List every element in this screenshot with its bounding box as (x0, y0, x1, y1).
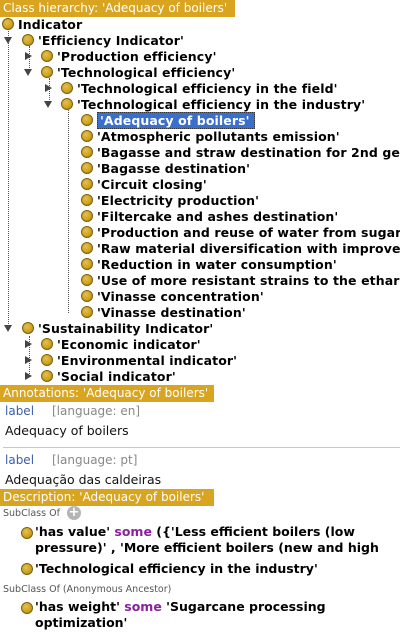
tree-node-production-efficiency[interactable]: 'Production efficiency' (41, 48, 217, 64)
tree-node-social-indicator[interactable]: 'Social indicator' (41, 368, 176, 384)
subclass-of-heading: SubClass Of (3, 508, 60, 519)
subclass-axiom-has-weight[interactable]: 'has weight' some 'Sugarcane processing … (35, 599, 326, 630)
tree-node[interactable]: 'Atmospheric pollutants emission' (81, 128, 340, 144)
subclass-axiom-tech-industry[interactable]: 'Technological efficiency in the industr… (35, 561, 318, 576)
class-icon (81, 146, 93, 158)
class-icon (22, 34, 34, 46)
annotation-label[interactable]: label (5, 453, 35, 467)
tree-node-tech-industry[interactable]: 'Technological efficiency in the industr… (61, 96, 365, 112)
tree-node[interactable]: 'Reduction in water consumption' (81, 256, 337, 272)
class-icon (81, 258, 93, 270)
class-icon (2, 18, 14, 30)
class-icon (21, 563, 33, 575)
class-icon (81, 162, 93, 174)
class-icon (81, 130, 93, 142)
class-icon (22, 322, 34, 334)
annotation-value[interactable]: Adequação das caldeiras (5, 472, 162, 487)
class-icon (81, 194, 93, 206)
tree-node-technological-efficiency[interactable]: 'Technological efficiency' (41, 64, 235, 80)
class-icon (61, 82, 73, 94)
expand-toggle-icon[interactable] (45, 84, 52, 92)
annotations-header: Annotations: 'Adequacy of boilers' (0, 385, 214, 402)
tree-line (8, 26, 9, 328)
annotation-value[interactable]: Adequacy of boilers (5, 423, 129, 438)
class-icon (81, 114, 93, 126)
expand-toggle-icon[interactable] (25, 52, 32, 60)
class-icon (81, 306, 93, 318)
tree-node[interactable]: 'Bagasse destination' (81, 160, 250, 176)
expand-toggle-icon[interactable] (25, 356, 32, 364)
tree-line (68, 110, 69, 313)
class-icon (81, 274, 93, 286)
tree-node-efficiency-indicator[interactable]: 'Efficiency Indicator' (22, 32, 184, 48)
class-hierarchy-header: Class hierarchy: 'Adequacy of boilers' (0, 0, 235, 17)
class-icon (41, 50, 53, 62)
annotation-divider (3, 447, 400, 448)
class-icon (41, 338, 53, 350)
tree-node-environmental-indicator[interactable]: 'Environmental indicator' (41, 352, 237, 368)
subclass-anon-heading: SubClass Of (Anonymous Ancestor) (3, 584, 172, 595)
class-icon (81, 178, 93, 190)
tree-node-indicator[interactable]: Indicator (2, 16, 82, 32)
description-header: Description: 'Adequacy of boilers' (0, 489, 214, 506)
class-icon (81, 290, 93, 302)
class-icon (21, 602, 33, 614)
tree-node[interactable]: 'Use of more resistant strains to the et… (81, 272, 400, 288)
tree-node[interactable]: 'Bagasse and straw destination for 2nd g… (81, 144, 400, 160)
subclass-axiom-has-value[interactable]: 'has value' some ({'Less efficient boile… (35, 524, 379, 555)
annotation-label[interactable]: label (5, 404, 35, 418)
tree-node[interactable]: 'Production and reuse of water from suga… (81, 224, 400, 240)
class-icon (61, 98, 73, 110)
collapse-toggle-icon[interactable] (24, 69, 32, 76)
tree-node[interactable]: 'Circuit closing' (81, 176, 207, 192)
tree-node[interactable]: 'Vinasse concentration' (81, 288, 264, 304)
tree-node-adequacy-of-boilers[interactable]: 'Adequacy of boilers' (81, 111, 255, 129)
tree-node[interactable]: 'Vinasse destination' (81, 304, 246, 320)
tree-node-sustainability-indicator[interactable]: 'Sustainability Indicator' (22, 320, 213, 336)
expand-toggle-icon[interactable] (25, 340, 32, 348)
tree-node[interactable]: 'Filtercake and ashes destination' (81, 208, 338, 224)
annotation-language: [language: pt] (52, 453, 138, 467)
annotation-language: [language: en] (52, 404, 141, 418)
class-icon (81, 242, 93, 254)
collapse-toggle-icon[interactable] (4, 325, 12, 332)
class-icon (41, 354, 53, 366)
class-icon (41, 370, 53, 382)
class-icon (81, 226, 93, 238)
class-icon (41, 66, 53, 78)
add-subclass-button[interactable]: + (67, 505, 81, 520)
collapse-toggle-icon[interactable] (44, 101, 52, 108)
tree-node[interactable]: 'Electricity production' (81, 192, 259, 208)
tree-node-economic-indicator[interactable]: 'Economic indicator' (41, 336, 201, 352)
tree-node[interactable]: 'Raw material diversification with impro… (81, 240, 400, 256)
class-icon (81, 210, 93, 222)
class-icon (21, 527, 33, 539)
collapse-toggle-icon[interactable] (4, 37, 12, 44)
expand-toggle-icon[interactable] (25, 372, 32, 380)
tree-node-tech-field[interactable]: 'Technological efficiency in the field' (61, 80, 338, 96)
